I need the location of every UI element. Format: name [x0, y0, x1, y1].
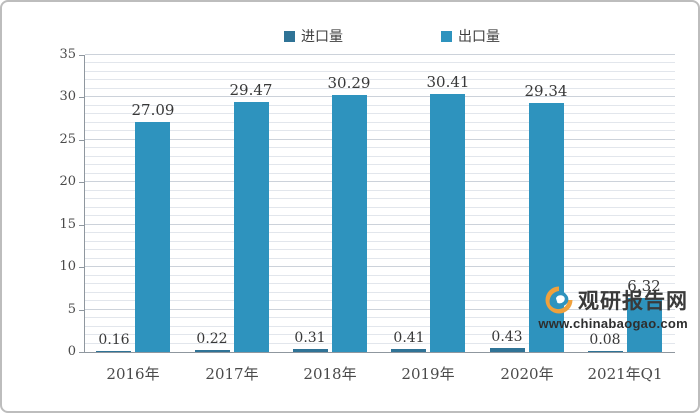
gridline [85, 343, 675, 344]
gridline [85, 232, 675, 233]
y-axis-tick-mark [79, 182, 84, 183]
gridline [85, 164, 675, 165]
x-axis-category-label: 2017年 [205, 365, 259, 383]
legend-item-exports: 出口量 [441, 26, 500, 46]
gridline [85, 283, 675, 284]
data-label-exports-2020年: 29.34 [524, 82, 568, 100]
gridline [85, 300, 675, 301]
watermark: 观研报告网 www.chinabaogao.com [538, 285, 688, 331]
gridline [85, 249, 675, 250]
gridline [85, 122, 675, 123]
data-label-imports-2020年: 0.43 [491, 329, 523, 345]
bar-imports-2018年 [293, 349, 328, 352]
gridline [85, 62, 675, 63]
y-axis-tick-mark [79, 97, 84, 98]
gridline [85, 173, 675, 174]
gridline [85, 275, 675, 276]
legend-swatch-exports-icon [441, 30, 452, 42]
gridline [85, 224, 675, 225]
x-axis-category-label: 2016年 [106, 365, 160, 383]
bar-imports-2019年 [391, 349, 426, 352]
gridline [85, 96, 675, 97]
y-axis-tick-label: 35 [59, 47, 76, 62]
bar-imports-2021年Q1 [588, 351, 623, 352]
gridline [85, 309, 675, 310]
gridline [85, 181, 675, 182]
gridline [85, 190, 675, 191]
y-axis-tick-mark [79, 352, 84, 353]
gridline [85, 266, 675, 267]
gridline [85, 105, 675, 106]
y-axis-tick-label: 5 [67, 301, 76, 317]
x-axis-category-label: 2018年 [303, 365, 357, 383]
data-label-exports-2021年Q1: 6.32 [627, 277, 661, 295]
plot-area [84, 54, 675, 353]
data-label-imports-2017年: 0.22 [196, 331, 228, 347]
data-label-imports-2019年: 0.41 [393, 330, 425, 346]
gridline [85, 326, 675, 327]
y-axis-tick-label: 10 [59, 259, 76, 275]
gridline [85, 241, 675, 242]
gridline [85, 88, 675, 89]
x-axis-category-label: 2020年 [500, 365, 554, 383]
watermark-site-name: 观研报告网 [578, 290, 688, 313]
gridline [85, 317, 675, 318]
bar-imports-2016年 [96, 351, 131, 352]
y-axis-tick-label: 25 [59, 131, 76, 147]
gridline [85, 258, 675, 259]
y-axis-tick-mark [79, 225, 84, 226]
gridline [85, 113, 675, 114]
data-label-exports-2018年: 30.29 [327, 74, 371, 92]
gridline [85, 292, 675, 293]
gridline [85, 54, 675, 55]
gridline [85, 71, 675, 72]
watermark-row: 观研报告网 [544, 285, 688, 315]
data-label-imports-2018年: 0.31 [294, 330, 326, 346]
data-label-exports-2017年: 29.47 [229, 81, 273, 99]
y-axis-tick-label: 15 [59, 216, 76, 232]
y-axis-tick-mark [79, 140, 84, 141]
x-axis-category-label: 2021年Q1 [587, 365, 663, 383]
gridline [85, 139, 675, 140]
bar-exports-2016年 [135, 122, 170, 352]
legend-label-exports: 出口量 [458, 29, 500, 45]
bar-exports-2017年 [234, 102, 269, 352]
y-axis-tick-mark [79, 267, 84, 268]
y-axis-tick-mark [79, 310, 84, 311]
chart-legend: 进口量 出口量 [44, 26, 698, 46]
bar-exports-2018年 [332, 95, 367, 352]
gridline [85, 215, 675, 216]
y-axis-tick-mark [79, 55, 84, 56]
data-label-imports-2016年: 0.16 [98, 332, 130, 348]
legend-item-imports: 进口量 [284, 26, 343, 46]
gridline [85, 130, 675, 131]
gridline [85, 156, 675, 157]
data-label-exports-2019年: 30.41 [426, 73, 470, 91]
bar-imports-2020年 [490, 348, 525, 352]
watermark-url: www.chinabaogao.com [538, 316, 688, 331]
gridline [85, 198, 675, 199]
legend-swatch-imports-icon [284, 30, 295, 42]
y-axis-tick-label: 0 [67, 344, 76, 359]
bar-imports-2017年 [195, 350, 230, 352]
bar-exports-2019年 [430, 94, 465, 352]
bar-exports-2021年Q1 [627, 298, 662, 352]
x-axis-category-label: 2019年 [401, 365, 455, 383]
y-axis-tick-label: 20 [59, 174, 76, 190]
gridline [85, 334, 675, 335]
gridline [85, 207, 675, 208]
data-label-exports-2016年: 27.09 [131, 101, 175, 119]
y-axis-tick-label: 30 [59, 89, 76, 105]
chinabaogao-logo-icon [544, 285, 574, 315]
legend-label-imports: 进口量 [301, 29, 343, 45]
gridline [85, 79, 675, 80]
gridline [85, 147, 675, 148]
data-label-imports-2021年Q1: 0.08 [589, 332, 621, 348]
